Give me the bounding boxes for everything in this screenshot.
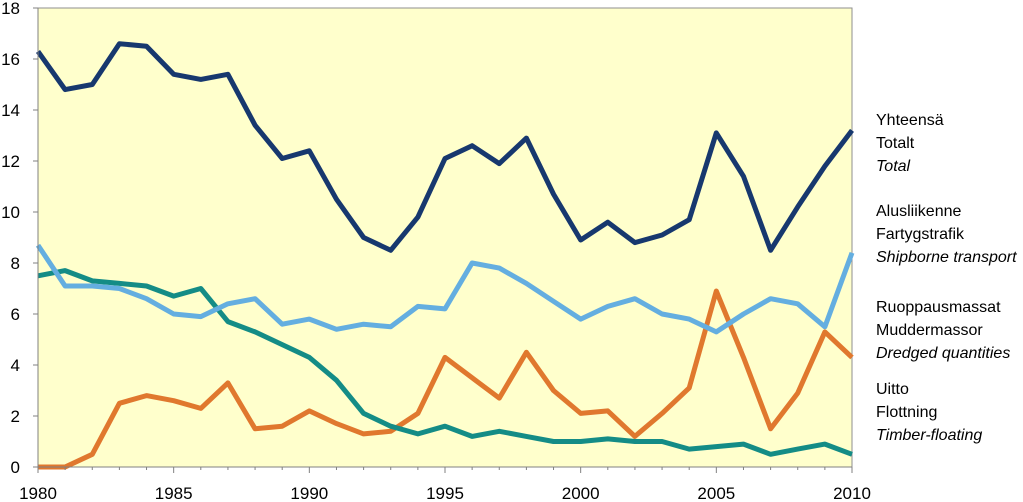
series-line-shipborne — [35, 243, 855, 335]
axis-layer: 0 2 4 6 8 10 12 14 16 18 1980 1985 1990 1995 2000 2005 2… — [1, 0, 871, 502]
legend-total-fi: Yhteensä — [876, 112, 944, 129]
y-tick-label: 0 — [11, 458, 20, 477]
y-tick-label: 6 — [11, 305, 20, 324]
x-tick-label: 1980 — [19, 484, 57, 502]
x-tick-label: 1995 — [426, 484, 464, 502]
x-tick-label: 1985 — [155, 484, 193, 502]
series-line-total — [35, 41, 854, 253]
legend-total-sv: Totalt — [876, 135, 915, 152]
legend-dredged: Ruoppausmassat Muddermassor Dredged quan… — [876, 296, 1010, 365]
y-tick-label: 12 — [1, 152, 20, 171]
legend-shipborne-sv: Fartygstrafik — [876, 226, 965, 243]
x-tick-label: 2005 — [697, 484, 735, 502]
legend-floating: Uitto Flottning Timber-floating — [876, 378, 982, 447]
series-line-floating — [37, 268, 853, 457]
legend-shipborne-en: Shipborne transport — [876, 249, 1017, 266]
legend-dredged-en: Dredged quantities — [876, 345, 1011, 362]
y-tick-label: 4 — [11, 356, 20, 375]
x-tick-label: 2010 — [833, 484, 871, 502]
legend-dredged-fi: Ruoppausmassat — [876, 299, 1001, 316]
x-tick-label: 1990 — [290, 484, 328, 502]
y-tick-label: 2 — [11, 407, 20, 426]
legend-shipborne: Alusliikenne Fartygstrafik Shipborne tra… — [876, 200, 1017, 269]
plot-area — [37, 7, 853, 468]
y-tick-label: 14 — [1, 101, 20, 120]
x-tick-label: 2000 — [562, 484, 600, 502]
legend-floating-en: Timber-floating — [876, 427, 983, 444]
legend-floating-fi: Uitto — [876, 381, 909, 398]
legend-shipborne-fi: Alusliikenne — [876, 203, 962, 220]
y-tick-label: 8 — [11, 254, 20, 273]
legend-total: Yhteensä Totalt Total — [876, 109, 944, 178]
y-tick-label: 10 — [1, 203, 20, 222]
legend-dredged-sv: Muddermassor — [876, 322, 983, 339]
legend-floating-sv: Flottning — [876, 404, 938, 421]
series-layer — [35, 41, 855, 470]
legend-total-en: Total — [876, 158, 911, 175]
series-line-dredged — [38, 288, 854, 470]
y-tick-label: 16 — [1, 50, 20, 69]
y-tick-label: 18 — [1, 0, 20, 18]
